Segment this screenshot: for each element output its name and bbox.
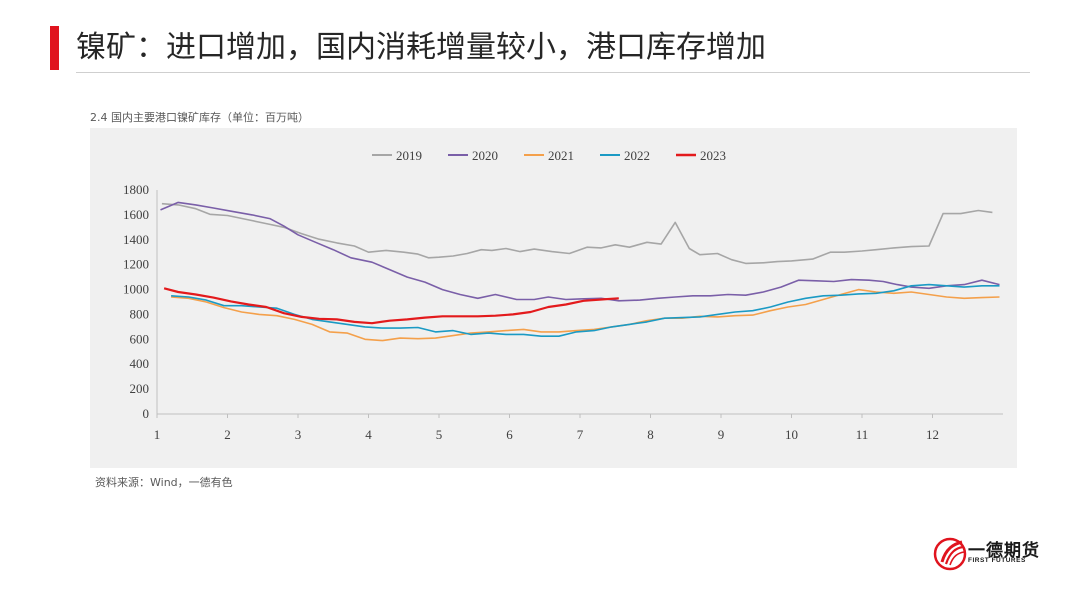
y-tick-label: 800 [130,306,150,321]
x-tick-label: 5 [436,427,443,442]
x-tick-label: 9 [718,427,725,442]
y-tick-label: 400 [130,356,150,371]
series-line-2021 [171,288,1000,342]
legend-label-2019: 2019 [396,148,422,163]
x-tick-label: 3 [295,427,302,442]
x-tick-label: 8 [647,427,654,442]
x-axis: 1 2 3 4 5 6 7 8 9 10 11 12 [154,413,1003,442]
legend-label-2023: 2023 [700,148,726,163]
y-tick-label: 1400 [123,232,149,247]
series-line-2023 [163,287,619,325]
x-tick-label: 7 [577,427,584,442]
y-tick-label: 1600 [123,207,149,222]
series-line-2019 [161,202,993,265]
logo-icon [933,537,967,571]
series-line-2020 [160,201,1000,302]
x-tick-label: 11 [856,427,869,442]
legend-label-2020: 2020 [472,148,498,163]
y-tick-label: 200 [130,381,150,396]
page-title: 镍矿：进口增加，国内消耗增量较小，港口库存增加 [76,30,766,65]
x-tick-label: 2 [224,427,231,442]
x-tick-label: 10 [785,427,798,442]
source-note: 资料来源：Wind，一德有色 [95,476,233,489]
chart-caption: 2.4 国内主要港口镍矿库存（单位：百万吨） [90,111,309,124]
y-axis: 0 200 400 600 800 1000 1200 1400 1600 1800 [123,182,158,421]
y-tick-label: 1000 [123,282,149,297]
title-accent-bar [50,26,59,70]
x-tick-label: 4 [365,427,372,442]
title-divider [76,72,1030,73]
x-tick-label: 1 [154,427,161,442]
y-tick-label: 1800 [123,182,149,197]
y-tick-label: 1200 [123,257,149,272]
x-tick-label: 12 [926,427,939,442]
legend-label-2021: 2021 [548,148,574,163]
chart-legend: 2019 2020 2021 2022 2023 [372,148,726,163]
plot-lines [160,201,1000,342]
legend-label-2022: 2022 [624,148,650,163]
chart-area: 2019 2020 2021 2022 2023 0 200 400 600 800 1000 12… [90,128,1017,468]
logo-name: 一德期货 [968,541,1040,561]
y-tick-label: 0 [143,406,150,421]
x-tick-label: 6 [506,427,513,442]
line-chart: 2019 2020 2021 2022 2023 0200400600800100012… [123,148,1003,442]
y-tick-label: 600 [130,331,150,346]
logo-subtitle: FIRST FUTURES [968,557,1026,564]
